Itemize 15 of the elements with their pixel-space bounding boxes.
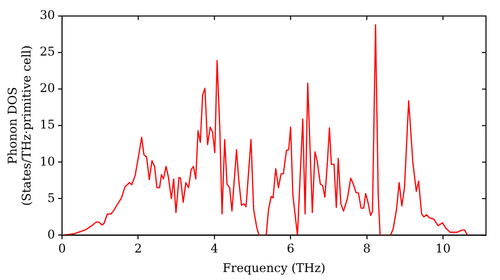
x-tick-label: 0	[58, 242, 66, 256]
y-tick-label: 15	[40, 118, 56, 132]
y-tick-label: 20	[40, 81, 56, 96]
x-tick-label: 10	[435, 242, 451, 256]
y-tick-label: 0	[47, 227, 56, 242]
y-tick-label: 5	[47, 190, 56, 205]
y-tick-label: 10	[40, 154, 56, 168]
x-tick-label: 2	[134, 242, 142, 256]
y-axis-title: Phonon DOS (States/THz·primitive cell)	[5, 45, 34, 206]
x-tick-label: 8	[362, 242, 371, 256]
x-axis-title: Frequency (THz)	[222, 260, 326, 275]
y-tick-label: 30	[40, 8, 56, 22]
x-tick-label: 4	[210, 242, 219, 256]
x-tick-label: 6	[286, 242, 294, 256]
y-tick-label: 25	[40, 44, 56, 59]
